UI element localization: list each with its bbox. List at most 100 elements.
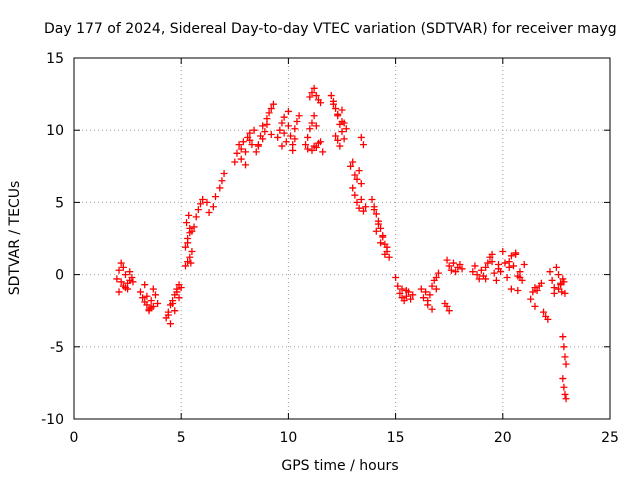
data-point <box>263 120 271 128</box>
data-point <box>428 282 436 290</box>
data-point <box>119 263 127 271</box>
y-tick-label: 0 <box>55 268 64 284</box>
data-point <box>377 224 385 232</box>
data-point <box>505 258 513 266</box>
data-point <box>139 294 147 302</box>
data-point <box>381 250 389 258</box>
data-point <box>334 110 342 118</box>
data-point <box>175 294 183 302</box>
data-point <box>177 284 185 292</box>
data-point <box>507 252 515 260</box>
data-point <box>552 263 560 271</box>
data-point <box>185 211 193 219</box>
data-point <box>186 253 194 261</box>
data-point <box>317 99 325 107</box>
data-point <box>559 333 567 341</box>
data-point <box>550 289 558 297</box>
y-tick-label: 10 <box>46 123 64 139</box>
data-point <box>312 122 320 130</box>
data-point <box>183 219 191 227</box>
data-point <box>143 292 151 300</box>
y-tick-label: -5 <box>50 340 64 356</box>
data-point <box>533 286 541 294</box>
data-point <box>560 383 568 391</box>
data-point <box>374 220 382 228</box>
data-point <box>562 395 570 403</box>
data-point <box>529 288 537 296</box>
data-point <box>252 148 260 156</box>
data-point <box>419 294 427 302</box>
data-point <box>181 243 189 251</box>
data-point <box>147 297 155 305</box>
data-point <box>289 146 297 154</box>
data-point <box>370 206 378 214</box>
data-point <box>141 281 149 289</box>
data-point <box>372 227 380 235</box>
data-point <box>121 284 129 292</box>
data-point <box>349 184 357 192</box>
data-point <box>469 268 477 276</box>
data-point <box>332 132 340 140</box>
data-point <box>537 279 545 287</box>
data-point <box>282 138 290 146</box>
data-point <box>351 191 359 199</box>
data-point <box>308 89 316 97</box>
data-point <box>284 107 292 115</box>
data-point <box>338 128 346 136</box>
data-point <box>291 135 299 143</box>
x-tick-label: 5 <box>177 430 186 446</box>
data-point <box>248 141 256 149</box>
data-point <box>267 131 275 139</box>
data-point <box>190 223 198 231</box>
data-point <box>265 109 273 117</box>
data-point <box>136 288 144 296</box>
data-point <box>342 125 350 133</box>
data-point <box>147 304 155 312</box>
y-tick-label: 5 <box>55 195 64 211</box>
data-point <box>259 135 267 143</box>
data-point <box>239 138 247 146</box>
data-point <box>181 262 189 270</box>
data-point <box>280 129 288 137</box>
data-point <box>194 206 202 214</box>
data-point <box>242 161 250 169</box>
data-point <box>471 262 479 270</box>
data-point <box>351 171 359 179</box>
data-point <box>278 119 286 127</box>
data-point <box>117 278 125 286</box>
data-point <box>242 148 250 156</box>
data-point <box>482 275 490 283</box>
data-point <box>417 285 425 293</box>
data-point <box>407 295 415 303</box>
data-point <box>409 291 417 299</box>
data-point <box>188 247 196 255</box>
data-point <box>432 273 440 281</box>
data-point <box>385 253 393 261</box>
data-point <box>231 158 239 166</box>
x-tick-label: 20 <box>494 430 512 446</box>
data-point <box>151 291 159 299</box>
data-point <box>402 286 410 294</box>
data-point <box>166 320 174 328</box>
data-point <box>304 133 312 141</box>
data-point <box>129 278 137 286</box>
data-point <box>449 259 457 267</box>
data-point <box>154 299 162 307</box>
data-point <box>353 198 361 206</box>
data-point <box>276 126 284 134</box>
data-point <box>203 198 211 206</box>
data-point <box>205 209 213 217</box>
data-point <box>308 146 316 154</box>
data-point <box>372 210 380 218</box>
data-point <box>353 175 361 183</box>
data-point <box>456 260 464 268</box>
data-point <box>187 259 195 267</box>
data-point <box>327 92 335 100</box>
data-point <box>304 145 312 153</box>
data-point <box>312 92 320 100</box>
data-point <box>555 271 563 279</box>
data-point <box>359 207 367 215</box>
data-point <box>302 141 310 149</box>
data-point <box>173 288 181 296</box>
data-point <box>432 285 440 293</box>
